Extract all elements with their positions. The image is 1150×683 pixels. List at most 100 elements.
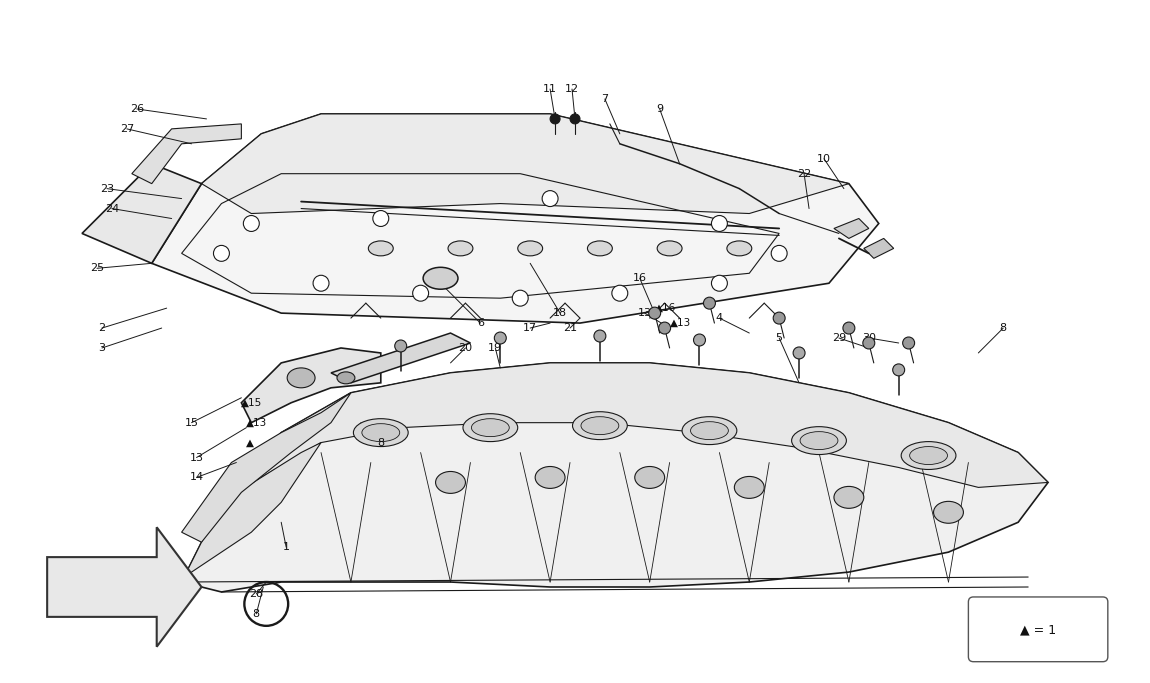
Circle shape [244,216,259,232]
Polygon shape [182,363,1048,592]
Ellipse shape [535,466,565,488]
Text: 8: 8 [253,609,260,619]
Polygon shape [242,348,381,423]
Text: 23: 23 [100,184,114,193]
Text: 8: 8 [999,323,1006,333]
Ellipse shape [657,241,682,256]
Ellipse shape [573,412,627,440]
Circle shape [773,312,785,324]
Text: 16: 16 [632,273,646,283]
Text: ▲: ▲ [246,438,254,447]
Text: 21: 21 [564,323,577,333]
Polygon shape [152,114,879,323]
Text: 5: 5 [775,333,783,343]
Polygon shape [834,219,868,238]
Ellipse shape [727,241,752,256]
Text: 22: 22 [797,169,811,179]
Text: 18: 18 [553,308,567,318]
Text: 10: 10 [816,154,831,164]
Polygon shape [201,114,849,214]
Polygon shape [182,393,351,542]
Text: 19: 19 [489,343,503,353]
Text: 4: 4 [715,313,723,323]
Ellipse shape [362,423,400,442]
Text: ▲15: ▲15 [242,398,262,408]
Text: 20: 20 [459,343,473,353]
Text: 13: 13 [638,308,652,318]
Polygon shape [132,124,242,184]
Ellipse shape [934,501,964,523]
Polygon shape [82,164,201,264]
Circle shape [892,364,905,376]
Ellipse shape [337,372,355,384]
Text: 11: 11 [543,84,557,94]
Ellipse shape [834,486,864,508]
Ellipse shape [635,466,665,488]
Text: ▲ = 1: ▲ = 1 [1020,624,1056,637]
Text: 24: 24 [105,204,118,214]
Text: ▲13: ▲13 [246,418,268,428]
Text: 1: 1 [283,542,290,552]
Polygon shape [331,333,470,383]
Text: 17: 17 [523,323,537,333]
Circle shape [373,210,389,227]
Text: 3: 3 [99,343,106,353]
Ellipse shape [463,414,518,442]
Circle shape [494,332,506,344]
Ellipse shape [472,419,509,436]
Text: 30: 30 [861,333,876,343]
Ellipse shape [800,432,838,449]
Polygon shape [47,527,201,647]
Circle shape [862,337,875,349]
FancyBboxPatch shape [968,597,1107,662]
Circle shape [793,347,805,359]
Ellipse shape [791,427,846,455]
Ellipse shape [588,241,612,256]
Text: 26: 26 [130,104,144,114]
Circle shape [612,285,628,301]
Circle shape [712,275,728,291]
Circle shape [214,245,229,262]
Ellipse shape [682,417,737,445]
Text: ▲16: ▲16 [654,303,676,313]
Circle shape [649,307,660,319]
Text: 6: 6 [477,318,484,328]
Circle shape [772,245,787,262]
Circle shape [313,275,329,291]
Text: 8: 8 [377,438,384,447]
Ellipse shape [448,241,473,256]
Text: 27: 27 [120,124,133,134]
Ellipse shape [368,241,393,256]
Ellipse shape [288,368,315,388]
Polygon shape [182,443,321,582]
Text: 12: 12 [565,84,580,94]
Text: 15: 15 [184,418,199,428]
Circle shape [843,322,854,334]
Circle shape [413,285,429,301]
Text: 29: 29 [831,333,846,343]
Circle shape [593,330,606,342]
Circle shape [693,334,705,346]
Circle shape [704,297,715,309]
Text: 25: 25 [90,264,104,273]
Text: 28: 28 [250,589,263,599]
Circle shape [903,337,914,349]
Ellipse shape [518,241,543,256]
Ellipse shape [353,419,408,447]
Ellipse shape [436,471,466,493]
Circle shape [659,322,670,334]
Ellipse shape [735,477,765,499]
Text: 13: 13 [190,453,204,462]
Polygon shape [222,363,1048,502]
Circle shape [394,340,407,352]
Text: 2: 2 [99,323,106,333]
Text: 14: 14 [190,473,204,482]
Text: 9: 9 [657,104,664,114]
Polygon shape [864,238,894,258]
Circle shape [550,114,560,124]
Text: 7: 7 [601,94,608,104]
Ellipse shape [690,421,728,440]
Ellipse shape [423,267,458,289]
Circle shape [570,114,580,124]
Circle shape [542,191,558,206]
